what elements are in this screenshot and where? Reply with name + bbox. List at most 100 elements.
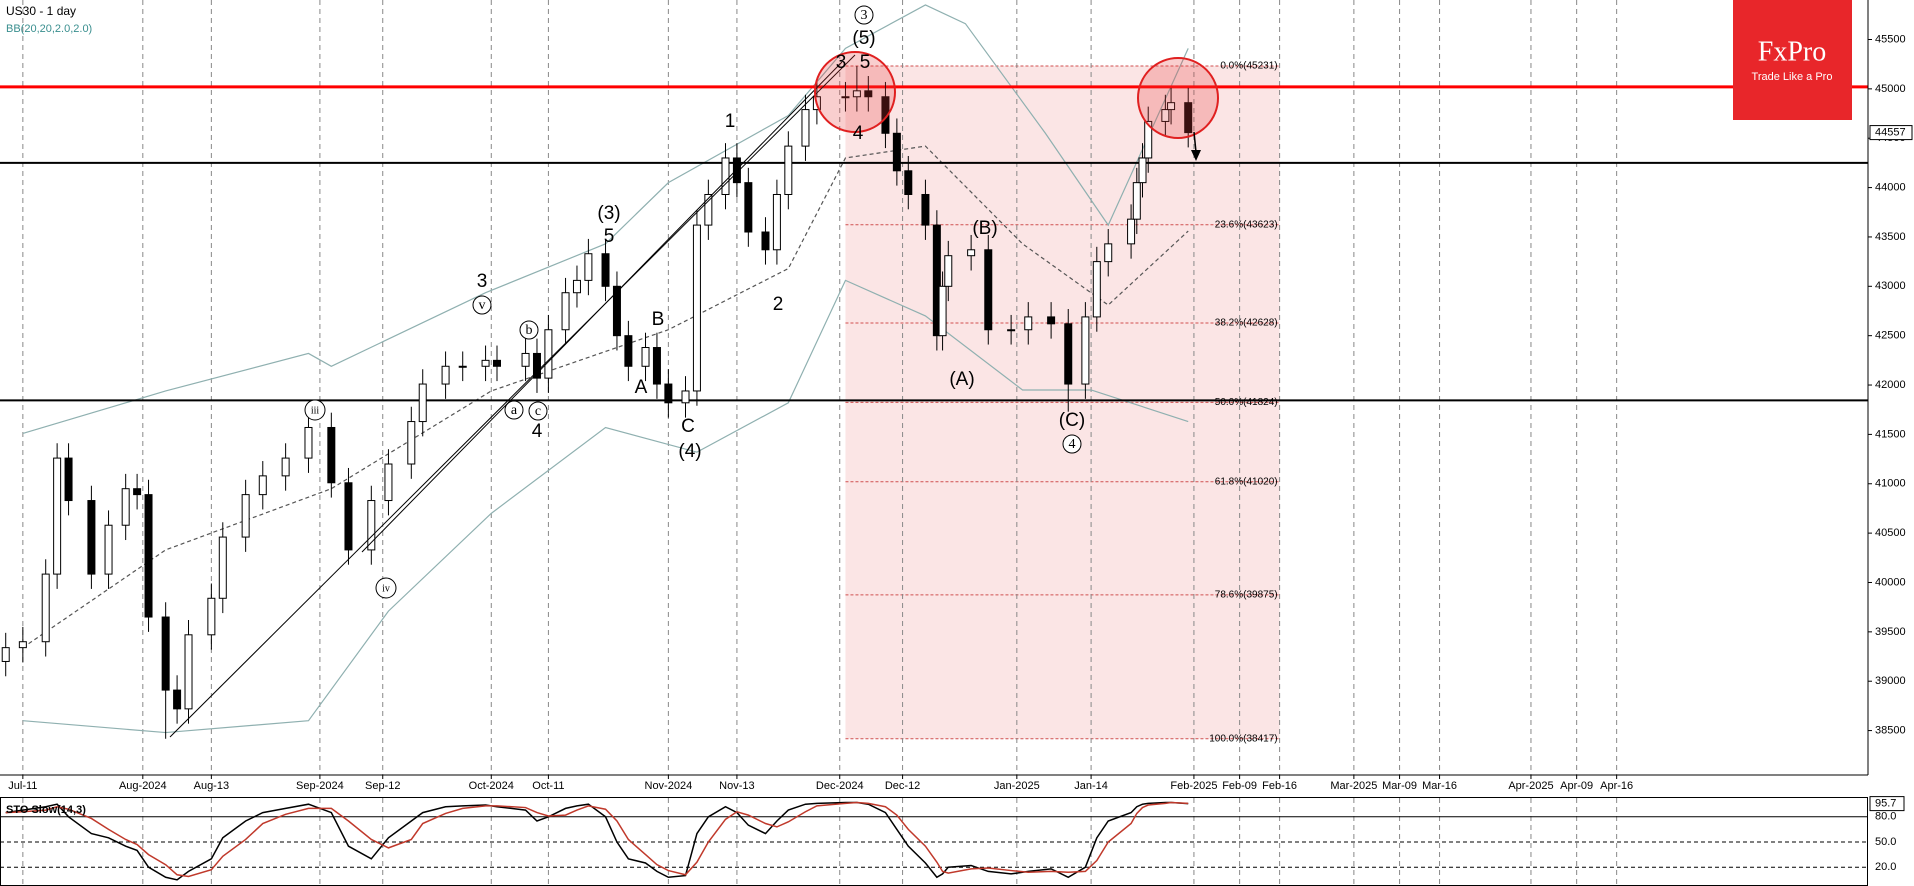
x-tick-label: Oct-11	[532, 780, 564, 792]
y-tick-label: 50.0	[1875, 836, 1896, 848]
y-tick-label: 20.0	[1875, 861, 1896, 873]
y-tick-label: 39500	[1875, 626, 1906, 638]
candle-body	[744, 182, 753, 233]
candle-body	[921, 193, 930, 226]
logo-tagline: Trade Like a Pro	[1752, 71, 1833, 83]
candle-body	[904, 170, 913, 195]
x-tick-label: Aug-13	[194, 780, 229, 792]
candle-body	[161, 616, 170, 691]
candle-body	[1064, 323, 1073, 385]
y-tick-label: 40000	[1875, 576, 1906, 588]
x-tick-label: Aug-2024	[119, 780, 167, 792]
y-tick-label: 42500	[1875, 330, 1906, 342]
wave-label: iii	[311, 405, 320, 416]
candle-body	[1007, 329, 1016, 332]
candle-body	[692, 224, 701, 392]
wave-circle	[519, 320, 539, 340]
candle-body	[327, 426, 336, 484]
wave-label: 5	[860, 52, 871, 73]
candle-body	[1, 647, 10, 662]
x-tick-label: Nov-2024	[645, 780, 693, 792]
candle-body	[1127, 218, 1136, 245]
wave-label: 2	[773, 294, 784, 315]
candle-body	[841, 96, 850, 99]
candle-body	[41, 573, 50, 643]
candle-body	[1092, 261, 1101, 318]
x-tick-label: Jul-11	[8, 780, 37, 792]
candle-body	[761, 231, 770, 251]
y-tick-label: 43000	[1875, 280, 1906, 292]
candle-body	[1047, 316, 1056, 325]
x-tick-label: Mar-2025	[1330, 780, 1377, 792]
candle-body	[481, 359, 490, 367]
candle-body	[207, 597, 216, 636]
candle-body	[852, 90, 861, 98]
wave-label: 5	[604, 226, 615, 247]
wave-circle	[528, 401, 548, 421]
candle-body	[1167, 102, 1176, 111]
wave-label: iv	[382, 583, 390, 594]
last-price-label: 44557	[1875, 126, 1906, 138]
x-tick-label: Oct-2024	[469, 780, 514, 792]
wave-label: A	[635, 377, 648, 398]
x-tick-label: Mar-09	[1382, 780, 1417, 792]
wave-label: 1	[725, 111, 736, 132]
x-tick-label: Sep-12	[365, 780, 400, 792]
bollinger-band	[22, 4, 1189, 434]
candle-body	[53, 457, 62, 575]
x-tick-label: Apr-16	[1600, 780, 1633, 792]
candle-body	[384, 463, 393, 502]
wave-label: 3	[861, 8, 868, 23]
wave-label: B	[652, 309, 665, 330]
y-tick-label: 44000	[1875, 181, 1906, 193]
candle-body	[1104, 243, 1113, 263]
fib-label: 38.2%(42628)	[1215, 318, 1278, 329]
y-tick-label: 40500	[1875, 527, 1906, 539]
candle-body	[932, 224, 941, 337]
candle-body	[984, 249, 993, 331]
candle-body	[1161, 109, 1170, 122]
wave-label: (B)	[972, 218, 997, 239]
candle-body	[304, 426, 313, 459]
candle-body	[344, 482, 353, 551]
candle-body	[367, 500, 376, 551]
candle-body	[944, 255, 953, 287]
y-tick-label: 45000	[1875, 83, 1906, 95]
oscillator-line	[5, 801, 1189, 881]
candle-body	[407, 421, 416, 465]
candle-body	[1138, 157, 1147, 184]
candle-body	[967, 249, 976, 257]
candle-body	[521, 352, 530, 367]
candle-body	[492, 359, 501, 367]
candle-body	[641, 347, 650, 367]
candle-body	[938, 285, 947, 337]
bollinger-band	[22, 145, 1189, 649]
fib-label: 50.0%(41824)	[1215, 397, 1278, 408]
x-tick-label: Nov-13	[719, 780, 754, 792]
logo-name: FxPro	[1758, 36, 1826, 67]
candle-body	[241, 494, 250, 538]
wave-label: 3	[477, 271, 488, 292]
wave-circle	[304, 399, 326, 421]
candle-body	[1024, 316, 1033, 331]
y-tick-label: 42000	[1875, 379, 1906, 391]
candle-body	[772, 193, 781, 251]
fib-label: 78.6%(39875)	[1215, 589, 1278, 600]
candle-body	[704, 193, 713, 226]
candle-body	[544, 329, 553, 379]
chart-title: US30 - 1 day	[6, 4, 76, 18]
arrow	[1193, 131, 1197, 153]
candle-body	[104, 524, 113, 575]
candle-body	[173, 689, 182, 710]
arrow-head	[1191, 150, 1201, 161]
background-layer	[0, 0, 1868, 885]
candle-body	[681, 390, 690, 404]
y-tick-label: 41000	[1875, 478, 1906, 490]
candle-body	[1144, 120, 1153, 159]
last-price-box	[1869, 125, 1913, 141]
x-tick-label: Feb-09	[1222, 780, 1257, 792]
wave-label: 3	[836, 52, 847, 73]
wave-label: a	[511, 403, 518, 418]
x-tick-label: Dec-12	[885, 780, 920, 792]
